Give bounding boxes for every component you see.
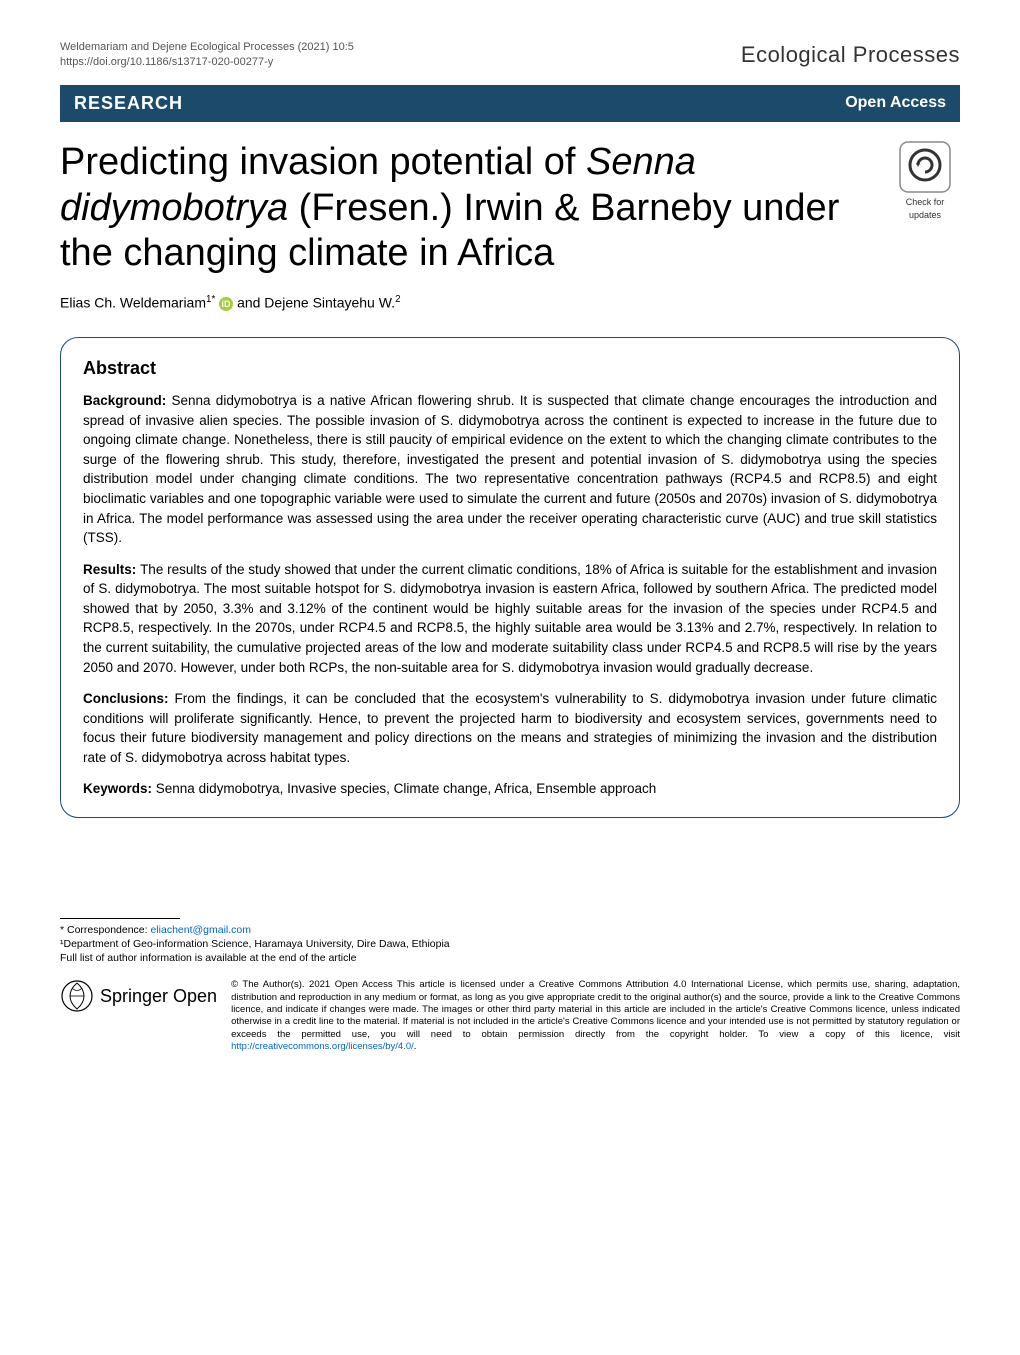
title-prefix: Predicting invasion potential of	[60, 141, 586, 183]
conclusions-label: Conclusions:	[83, 691, 175, 706]
check-updates-icon	[898, 140, 952, 194]
conclusions-text: From the findings, it can be concluded t…	[83, 691, 937, 765]
author-2-name: and Dejene Sintayehu W.	[237, 294, 395, 310]
keywords-text: Senna didymobotrya, Invasive species, Cl…	[156, 781, 657, 796]
keywords-label: Keywords:	[83, 781, 156, 796]
correspondence-line: * Correspondence: eliachent@gmail.com	[60, 923, 960, 937]
orcid-icon[interactable]: iD	[219, 297, 233, 311]
authors-line: Elias Ch. Weldemariam1* iD and Dejene Si…	[60, 293, 960, 313]
affiliation-1: ¹Department of Geo-information Science, …	[60, 937, 960, 951]
author-1-affil: 1*	[206, 294, 215, 305]
correspondence-email[interactable]: eliachent@gmail.com	[150, 924, 251, 936]
doi-text: https://doi.org/10.1186/s13717-020-00277…	[60, 55, 354, 70]
abstract-box: Abstract Background: Senna didymobotrya …	[60, 337, 960, 818]
author-2-affil: 2	[395, 294, 400, 305]
license-body: © The Author(s). 2021 Open Access This a…	[231, 979, 960, 1039]
running-head-row: Weldemariam and Dejene Ecological Proces…	[60, 40, 960, 71]
results-text: The results of the study showed that und…	[83, 562, 937, 675]
check-updates-badge[interactable]: Check for updates	[890, 140, 960, 221]
open-access-label: Open Access	[845, 92, 946, 114]
license-link[interactable]: http://creativecommons.org/licenses/by/4…	[231, 1041, 414, 1052]
article-title: Predicting invasion potential of Senna d…	[60, 140, 890, 277]
article-type-label: RESEARCH	[74, 91, 183, 116]
background-text: Senna didymobotrya is a native African f…	[83, 393, 937, 545]
abstract-heading: Abstract	[83, 356, 937, 381]
svg-text:iD: iD	[222, 299, 232, 309]
affiliation-note: Full list of author information is avail…	[60, 951, 960, 965]
footer-divider	[60, 918, 180, 919]
check-updates-label: Check for updates	[906, 197, 945, 220]
license-text: © The Author(s). 2021 Open Access This a…	[231, 979, 960, 1053]
author-1-name: Elias Ch. Weldemariam	[60, 294, 206, 310]
journal-name: Ecological Processes	[741, 40, 960, 71]
springer-open-text: Springer Open	[100, 984, 217, 1008]
abstract-keywords: Keywords: Senna didymobotrya, Invasive s…	[83, 779, 937, 799]
article-type-banner: RESEARCH Open Access	[60, 85, 960, 122]
abstract-conclusions: Conclusions: From the findings, it can b…	[83, 689, 937, 767]
springer-open-logo: Springer Open	[60, 979, 217, 1013]
abstract-background: Background: Senna didymobotrya is a nati…	[83, 391, 937, 548]
running-head: Weldemariam and Dejene Ecological Proces…	[60, 40, 354, 71]
citation-text: Weldemariam and Dejene Ecological Proces…	[60, 40, 354, 55]
results-label: Results:	[83, 562, 140, 577]
abstract-results: Results: The results of the study showed…	[83, 560, 937, 677]
footer-block: * Correspondence: eliachent@gmail.com ¹D…	[60, 918, 960, 1054]
background-label: Background:	[83, 393, 172, 408]
correspondence-label: * Correspondence:	[60, 924, 150, 936]
license-row: Springer Open © The Author(s). 2021 Open…	[60, 979, 960, 1053]
springer-icon	[60, 979, 94, 1013]
